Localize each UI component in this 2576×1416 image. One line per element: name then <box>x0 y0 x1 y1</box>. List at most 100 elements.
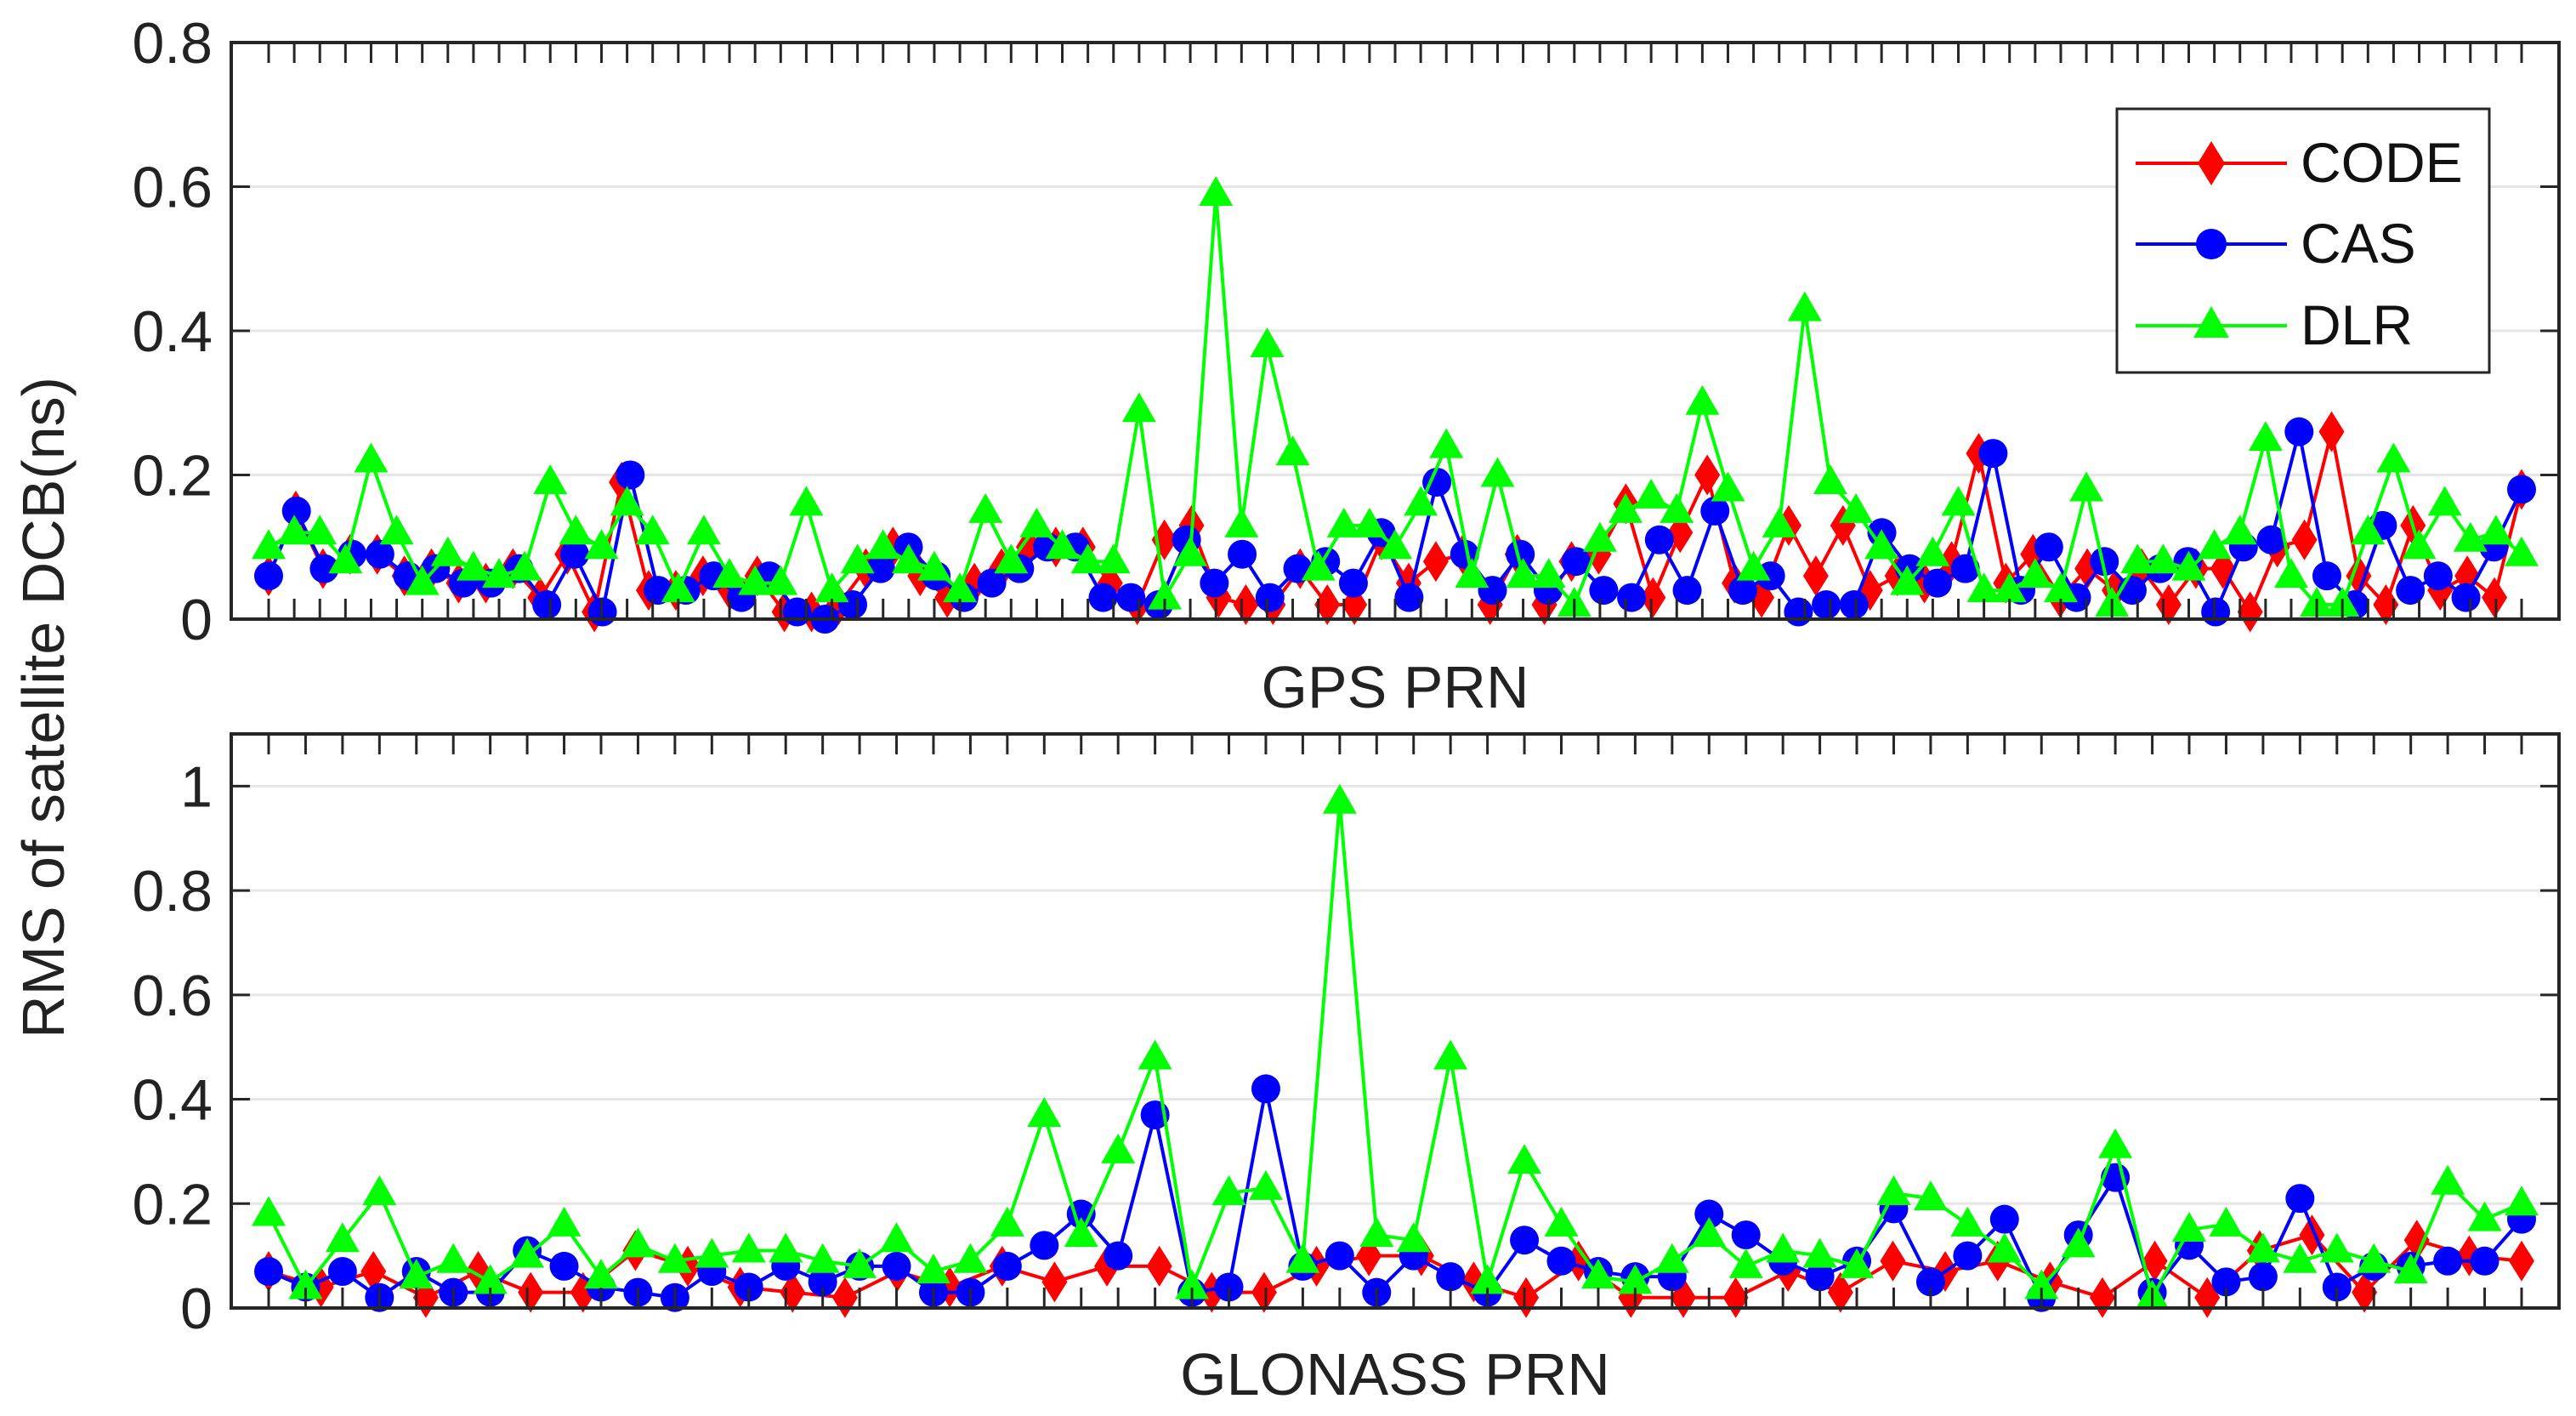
gps-point-cas <box>865 554 895 583</box>
gps-point-dlr <box>354 442 389 473</box>
gps-point-dlr <box>1634 478 1669 509</box>
glonass-point-dlr <box>731 1232 766 1263</box>
glonass-point-cas <box>1030 1231 1059 1260</box>
gps-point-cas <box>1200 568 1229 598</box>
glonass-point-cas <box>1989 1204 2019 1234</box>
gps-point-code <box>2318 411 2345 452</box>
glonass-point-dlr <box>843 1248 877 1278</box>
glonass-point-dlr <box>399 1259 434 1289</box>
glonass-point-code <box>1041 1261 1068 1303</box>
glonass-point-cas <box>1805 1262 1835 1292</box>
gps-point-dlr <box>533 463 568 494</box>
gps-point-dlr <box>1224 507 1259 537</box>
gps-point-dlr <box>2478 515 2513 545</box>
gps-ytick-label: 0.2 <box>132 444 213 509</box>
gps-point-dlr <box>1966 572 2001 603</box>
legend-box <box>2115 107 2491 374</box>
gps-point-cas <box>1728 576 1757 606</box>
glonass-point-cas <box>2433 1246 2463 1276</box>
gps-point-dlr <box>1404 486 1438 516</box>
glonass-point-dlr <box>2172 1211 2207 1242</box>
gps-point-dlr <box>1660 492 1694 523</box>
gps-point-dlr <box>1582 521 1617 552</box>
gps-point-dlr <box>252 529 286 560</box>
glonass-point-dlr <box>1876 1175 1911 1205</box>
glonass-point-code <box>360 1251 387 1293</box>
glonass-point-dlr <box>1175 1269 1210 1299</box>
gps-point-dlr <box>814 572 849 603</box>
gps-point-dlr <box>763 565 798 595</box>
glonass-point-dlr <box>2357 1243 2392 1273</box>
gps-point-dlr <box>943 572 978 603</box>
gps-point-dlr <box>1250 327 1285 357</box>
gps-point-cas <box>2284 417 2314 446</box>
gps-point-cas <box>1506 539 1535 569</box>
gps-point-dlr <box>277 515 312 545</box>
legend-marker-cas <box>2196 229 2227 259</box>
gps-point-dlr <box>1301 550 1336 581</box>
gps-point-dlr <box>2273 558 2308 589</box>
gps-point-dlr <box>1275 435 1310 466</box>
gps-point-dlr <box>1864 529 1899 560</box>
gps-point-dlr <box>1531 558 1566 589</box>
gps-point-dlr <box>2043 572 2078 603</box>
gps-ytick-label: 0.4 <box>132 299 213 364</box>
gps-point-cas <box>977 568 1007 598</box>
gps-point-cas <box>1228 539 1257 569</box>
gps-point-dlr <box>661 572 695 603</box>
gps-point-cas <box>2451 583 2481 612</box>
glonass-point-dlr <box>1950 1206 1985 1237</box>
legend: CODE CAS DLR <box>2115 107 2491 374</box>
glonass-point-dlr <box>916 1254 950 1284</box>
glonass-point-dlr <box>1027 1096 1062 1127</box>
gps-point-dlr <box>508 550 542 581</box>
gps-point-dlr <box>1455 558 1489 589</box>
glonass-point-cas <box>808 1267 837 1297</box>
glonass-point-dlr <box>436 1243 471 1273</box>
glonass-point-dlr <box>1211 1175 1246 1205</box>
glonass-point-dlr <box>2024 1269 2059 1299</box>
glonass-point-cas <box>1436 1262 1466 1292</box>
gps-point-dlr <box>1096 543 1131 574</box>
glonass-point-dlr <box>2061 1227 2096 1258</box>
gps-point-cas <box>2423 561 2453 591</box>
glonass-point-dlr <box>657 1243 692 1273</box>
gps-point-dlr <box>968 492 1003 523</box>
glonass-point-dlr <box>1692 1217 1727 1248</box>
gps-point-cas <box>1088 583 1118 612</box>
legend-entry-dlr: DLR <box>2136 293 2413 356</box>
glonass-ytick-label: 0.2 <box>132 1172 213 1237</box>
gps-ytick-label: 0 <box>180 588 213 652</box>
glonass-point-cas <box>327 1257 357 1287</box>
glonass-point-cas <box>1325 1241 1354 1271</box>
glonass-point-dlr <box>953 1243 988 1273</box>
y-axis-label: RMS of satellite DCB(ns) <box>10 377 77 1038</box>
gps-point-cas <box>1812 590 1841 620</box>
gps-point-dlr <box>994 543 1029 574</box>
gps-point-dlr <box>2120 543 2155 574</box>
gps-point-code <box>1314 584 1341 626</box>
gps-point-cas <box>2312 561 2341 591</box>
gps-point-dlr <box>328 543 363 574</box>
gps-point-cas <box>1700 496 1730 526</box>
legend-marker-dlr <box>2193 306 2229 338</box>
glonass-point-dlr <box>1913 1180 1948 1211</box>
gps-point-dlr <box>1890 565 1925 595</box>
gps-point-dlr <box>2248 421 2283 452</box>
gps-point-dlr <box>584 529 619 560</box>
glonass-ytick-labels: 0 0.2 0.4 0.6 0.8 1 <box>132 754 213 1341</box>
glonass-point-dlr <box>1840 1248 1875 1278</box>
glonass-point-dlr <box>325 1222 360 1253</box>
gps-point-dlr <box>1813 463 1847 494</box>
gps-point-dlr <box>610 486 644 516</box>
gps-point-dlr <box>1147 579 1182 610</box>
gps-point-cas <box>2090 547 2119 577</box>
gps-panel: 0 0.2 0.4 0.6 0.8 GPS PRN CODE CAS DLR <box>132 11 2561 720</box>
legend-label-code: CODE <box>2301 131 2463 194</box>
gps-point-dlr <box>2427 486 2462 516</box>
gps-point-dlr <box>1685 384 1720 415</box>
glonass-point-cas <box>2322 1272 2352 1302</box>
glonass-point-cas <box>1694 1199 1724 1229</box>
glonass-point-cas <box>1953 1241 1983 1271</box>
glonass-point-cas <box>1546 1246 1576 1276</box>
